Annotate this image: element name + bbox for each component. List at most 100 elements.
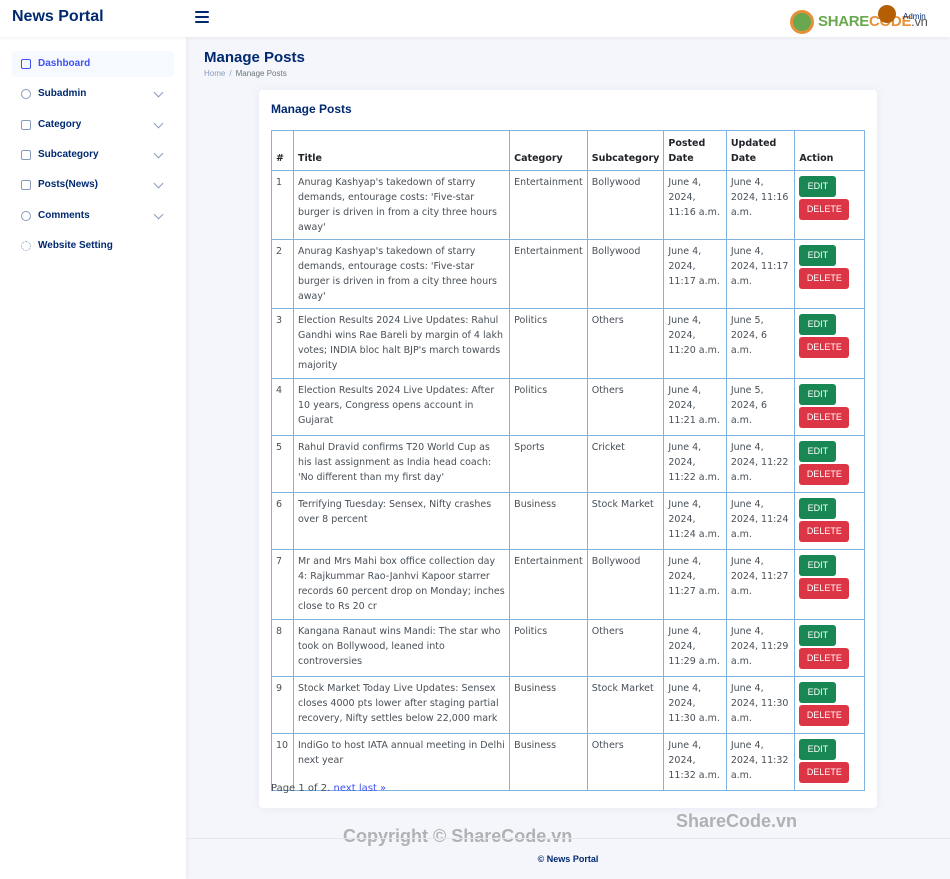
edit-button[interactable]: EDIT [799,682,837,703]
sidebar-item-website-setting[interactable]: Website Setting [12,233,174,259]
posted-date: June 4, 2024, 11:24 a.m. [663,492,727,550]
table-row: 6 Terrifying Tuesday: Sensex, Nifty crash… [271,492,865,550]
edit-button[interactable]: EDIT [799,384,837,405]
edit-button[interactable]: EDIT [799,245,837,266]
page-title: Manage Posts [204,49,305,66]
posts-card: Manage Posts # Title Category Subcategor… [259,90,877,808]
sidebar-item-label: Comments [38,210,90,221]
card-title: Manage Posts [271,102,352,116]
column-header: Category [509,130,588,171]
post-subcategory: Bollywood [586,239,665,309]
table-row: 8 Kangana Ranaut wins Mandi: The star who… [271,619,865,677]
sidebar-item-posts[interactable]: Posts(News) [12,172,174,198]
edit-button[interactable]: EDIT [799,176,837,197]
edit-button[interactable]: EDIT [799,314,837,335]
brand-logo[interactable]: News Portal [12,8,104,25]
sidebar-item-comments[interactable]: Comments [12,203,174,229]
footer-divider [186,838,950,839]
post-title: Anurag Kashyap's takedown of starry dema… [292,239,511,309]
delete-button[interactable]: DELETE [799,521,850,542]
chevron-down-icon [153,148,164,159]
post-title: Anurag Kashyap's takedown of starry dema… [292,170,511,240]
chevron-down-icon [153,209,164,220]
updated-date: June 4, 2024, 11:17 a.m. [725,239,796,309]
row-actions: EDIT DELETE [794,378,865,436]
post-subcategory: Stock Market [586,492,665,550]
logo-emblem-icon [790,10,814,34]
table-row: 5 Rahul Dravid confirms T20 World Cup as … [271,435,865,493]
post-title: Terrifying Tuesday: Sensex, Nifty crashe… [292,492,511,550]
delete-button[interactable]: DELETE [799,407,850,428]
delete-button[interactable]: DELETE [799,762,850,783]
row-number: 7 [271,549,294,620]
last-page-link[interactable]: last » [358,783,387,794]
table-icon [21,150,31,160]
row-number: 8 [271,619,294,677]
row-actions: EDIT DELETE [794,549,865,620]
user-dropdown[interactable]: Admin [903,12,926,21]
table-row: 10 IndiGo to host IATA annual meeting in … [271,733,865,791]
updated-date: June 4, 2024, 11:29 a.m. [725,619,796,677]
column-header: Updated Date [725,130,796,171]
post-category: Entertainment [509,239,588,309]
menu-toggle-icon[interactable] [195,11,209,23]
post-category: Politics [509,378,588,436]
delete-button[interactable]: DELETE [799,705,850,726]
post-subcategory: Bollywood [586,549,665,620]
edit-button[interactable]: EDIT [799,441,837,462]
posted-date: June 4, 2024, 11:32 a.m. [663,733,727,791]
post-category: Business [509,492,588,550]
sidebar-item-category[interactable]: Category [12,112,174,138]
posted-date: June 4, 2024, 11:17 a.m. [663,239,727,309]
post-title: IndiGo to host IATA annual meeting in De… [292,733,511,791]
avatar[interactable] [878,5,896,23]
updated-date: June 4, 2024, 11:16 a.m. [725,170,796,240]
pagination: Page 1 of 2. next last » [271,783,386,794]
row-number: 5 [271,435,294,493]
sidebar-item-label: Category [38,119,82,130]
edit-button[interactable]: EDIT [799,739,837,760]
delete-button[interactable]: DELETE [799,578,850,599]
sidebar-item-dashboard[interactable]: Dashboard [12,51,174,77]
row-actions: EDIT DELETE [794,239,865,309]
sidebar-item-subcategory[interactable]: Subcategory [12,142,174,168]
row-number: 9 [271,676,294,734]
edit-button[interactable]: EDIT [799,498,837,519]
sidebar-item-subadmin[interactable]: Subadmin [12,81,174,107]
watermark-copyright: Copyright © ShareCode.vn [343,826,573,846]
table-row: 1 Anurag Kashyap's takedown of starry dem… [271,170,865,240]
sidebar-item-label: Posts(News) [38,179,99,190]
updated-date: June 5, 2024, 6 a.m. [725,378,796,436]
breadcrumb-separator: / [229,69,232,78]
post-category: Politics [509,619,588,677]
posted-date: June 4, 2024, 11:30 a.m. [663,676,727,734]
delete-button[interactable]: DELETE [799,648,850,669]
posts-table: # Title Category Subcategory Posted Date… [271,130,865,791]
post-category: Business [509,733,588,791]
row-actions: EDIT DELETE [794,619,865,677]
delete-button[interactable]: DELETE [799,464,850,485]
breadcrumb-home[interactable]: Home [204,69,226,78]
column-header: Title [292,130,511,171]
table-row: 3 Election Results 2024 Live Updates: Rah… [271,308,865,379]
post-subcategory: Stock Market [586,676,665,734]
posted-date: June 4, 2024, 11:16 a.m. [663,170,727,240]
row-actions: EDIT DELETE [794,170,865,240]
post-category: Politics [509,308,588,379]
updated-date: June 5, 2024, 6 a.m. [725,308,796,379]
delete-button[interactable]: DELETE [799,337,850,358]
edit-button[interactable]: EDIT [799,625,837,646]
chevron-down-icon [153,178,164,189]
posted-date: June 4, 2024, 11:21 a.m. [663,378,727,436]
table-row: 7 Mr and Mrs Mahi box office collection d… [271,549,865,620]
row-number: 6 [271,492,294,550]
layout-icon [21,120,31,130]
delete-button[interactable]: DELETE [799,199,850,220]
delete-button[interactable]: DELETE [799,268,850,289]
sidebar-item-label: Dashboard [38,58,91,69]
edit-button[interactable]: EDIT [799,555,837,576]
updated-date: June 4, 2024, 11:22 a.m. [725,435,796,493]
posted-date: June 4, 2024, 11:29 a.m. [663,619,727,677]
post-title: Kangana Ranaut wins Mandi: The star who … [292,619,511,677]
next-page-link[interactable]: next [333,783,356,794]
